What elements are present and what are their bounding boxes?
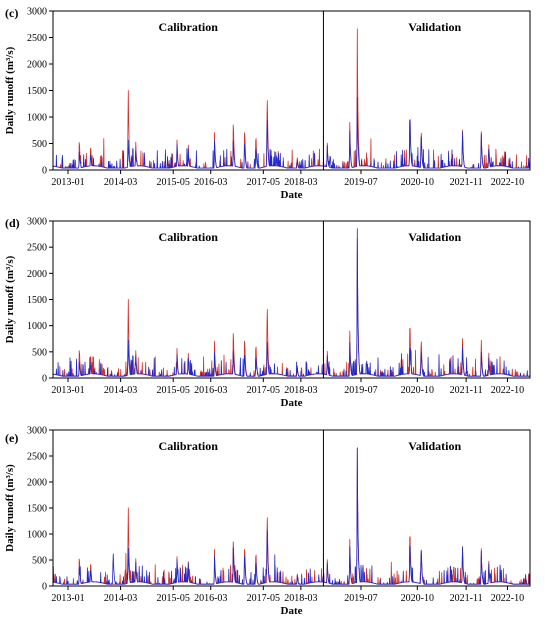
series-line-red [52,238,531,377]
x-axis-title: Date [281,397,303,409]
validation-label: Validation [408,230,461,244]
x-tick-label: 2016-03 [194,385,227,396]
panel-label: (e) [5,431,18,445]
x-tick-label: 2021-11 [450,385,483,396]
y-tick-label: 2000 [27,478,47,489]
y-tick-label: 2500 [27,243,47,254]
y-tick-label: 1500 [27,504,47,515]
panel-label: (c) [5,6,18,20]
y-tick-label: 500 [32,556,47,567]
y-tick-label: 0 [42,374,47,385]
x-tick-label: 2013-01 [51,177,84,188]
chart-panel-2: Calibration Validation 0 500 1000 1500 2000 250… [4,216,531,409]
y-tick-label: 0 [42,166,47,177]
x-tick-label: 2017-05 [247,385,280,396]
x-tick-label: 2018-03 [284,385,317,396]
x-tick-label: 2021-11 [450,593,483,604]
y-tick-label: 1500 [27,295,47,306]
calibration-label: Calibration [159,230,219,244]
plot-frame [52,220,531,379]
x-tick-label: 2015-05 [157,385,190,396]
x-tick-label: 2015-05 [157,177,190,188]
x-tick-label: 2013-01 [51,593,84,604]
plot-frame [52,10,531,171]
series-line-blue [52,448,531,585]
x-tick-label: 2018-03 [284,593,317,604]
x-tick-label: 2014-03 [104,385,137,396]
x-tick-label: 2019-07 [344,385,377,396]
x-tick-label: 2018-03 [284,177,317,188]
y-tick-label: 500 [32,347,47,358]
series-line-red [52,28,531,169]
x-tick-label: 2019-07 [344,593,377,604]
calibration-label: Calibration [159,20,219,34]
y-tick-label: 1500 [27,86,47,97]
y-tick-label: 1000 [27,321,47,332]
validation-label: Validation [408,439,461,453]
x-tick-label: 2022-10 [491,385,524,396]
x-axis-title: Date [281,189,303,201]
y-axis-title: Daily runoff (m³/s) [4,255,16,343]
y-axis-title: Daily runoff (m³/s) [4,464,16,552]
chart-panel-3: Calibration Validation 0 500 1000 1500 2000 250… [4,426,531,617]
x-tick-label: 2014-03 [104,593,137,604]
y-tick-label: 2000 [27,269,47,280]
y-tick-label: 0 [42,582,47,593]
validation-label: Validation [408,20,461,34]
x-tick-label: 2016-03 [194,177,227,188]
x-tick-label: 2022-10 [491,177,524,188]
x-tick-label: 2022-10 [491,593,524,604]
y-tick-label: 500 [32,139,47,150]
panel-label: (d) [5,216,20,230]
x-tick-label: 2020-10 [401,593,434,604]
x-tick-label: 2013-01 [51,385,84,396]
y-tick-label: 3000 [27,7,47,18]
x-axis-title: Date [281,605,303,617]
y-tick-label: 2000 [27,60,47,71]
x-tick-label: 2014-03 [104,177,137,188]
x-tick-label: 2021-11 [450,177,483,188]
y-tick-label: 3000 [27,426,47,437]
series-line-blue [52,228,531,377]
series-line-blue [52,97,531,169]
x-tick-label: 2016-03 [194,593,227,604]
x-tick-label: 2019-07 [344,177,377,188]
calibration-label: Calibration [159,439,219,453]
y-tick-label: 3000 [27,217,47,228]
y-tick-label: 1000 [27,530,47,541]
series-line-red [52,447,531,585]
x-tick-label: 2017-05 [247,177,280,188]
plot-frame [52,429,531,587]
y-tick-label: 1000 [27,113,47,124]
x-tick-label: 2017-05 [247,593,280,604]
x-tick-label: 2020-10 [401,177,434,188]
y-tick-label: 2500 [27,452,47,463]
y-axis-title: Daily runoff (m³/s) [4,46,16,134]
x-tick-label: 2020-10 [401,385,434,396]
y-tick-label: 2500 [27,33,47,44]
x-tick-label: 2015-05 [157,593,190,604]
chart-panel-1: Calibration Validation 0 500 1000 1500 2000 250… [4,6,531,201]
